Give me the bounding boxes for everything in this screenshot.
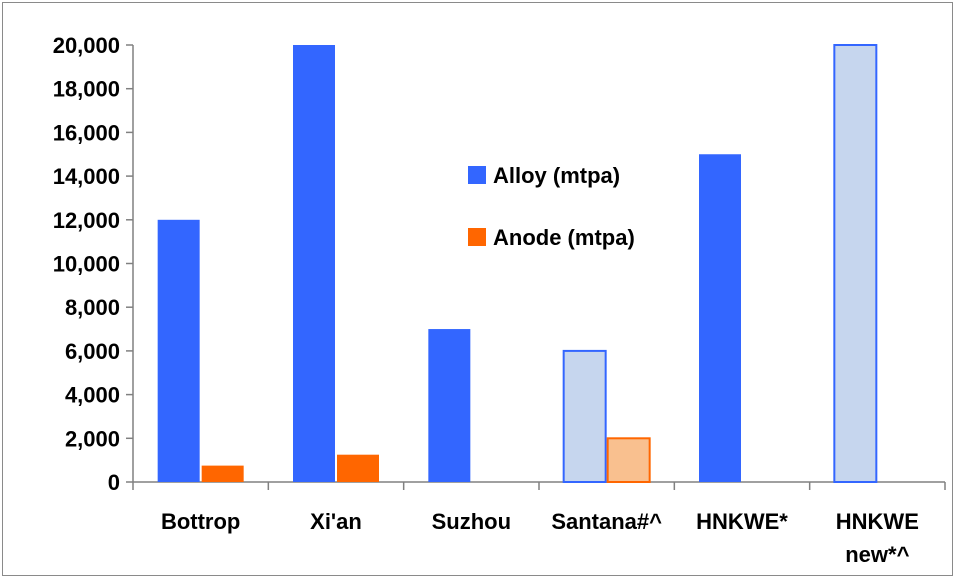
bar xyxy=(428,329,471,482)
legend-label: Anode (mtpa) xyxy=(493,225,635,250)
x-tick-label: Santana#^ xyxy=(551,509,662,534)
bar xyxy=(833,44,878,483)
x-tick-label: HNKWE* xyxy=(696,509,788,534)
bar xyxy=(293,45,335,482)
y-tick-label: 12,000 xyxy=(53,208,120,233)
bar xyxy=(699,154,741,482)
chart-legend: Alloy (mtpa) Anode (mtpa) xyxy=(468,163,635,250)
chart-tick-labels: 0 2,000 4,000 6,000 8,000 10,000 12,000 14,000 1… xyxy=(53,33,919,567)
y-tick-label: 6,000 xyxy=(65,339,120,364)
y-tick-label: 14,000 xyxy=(53,164,120,189)
chart-axes xyxy=(126,44,946,490)
y-tick-label: 18,000 xyxy=(53,77,120,102)
y-tick-label: 8,000 xyxy=(65,295,120,320)
x-tick-label: Suzhou xyxy=(432,509,511,534)
legend-swatch xyxy=(468,228,486,246)
y-tick-label: 0 xyxy=(108,470,120,495)
legend-label: Alloy (mtpa) xyxy=(493,163,620,188)
y-tick-label: 16,000 xyxy=(53,120,120,145)
bar xyxy=(201,465,244,482)
bar xyxy=(562,349,607,483)
y-tick-label: 2,000 xyxy=(65,426,120,451)
bar xyxy=(337,454,379,482)
legend-swatch xyxy=(468,166,486,184)
y-tick-label: 10,000 xyxy=(53,252,120,277)
chart-bars xyxy=(157,44,878,483)
x-tick-label: HNKWE xyxy=(836,509,919,534)
x-tick-label: Bottrop xyxy=(161,509,240,534)
x-tick-label: new*^ xyxy=(845,542,909,567)
x-tick-label: Xi'an xyxy=(310,509,362,534)
bar xyxy=(157,219,200,483)
bar xyxy=(606,437,651,483)
y-tick-label: 4,000 xyxy=(65,383,120,408)
y-tick-label: 20,000 xyxy=(53,33,120,58)
